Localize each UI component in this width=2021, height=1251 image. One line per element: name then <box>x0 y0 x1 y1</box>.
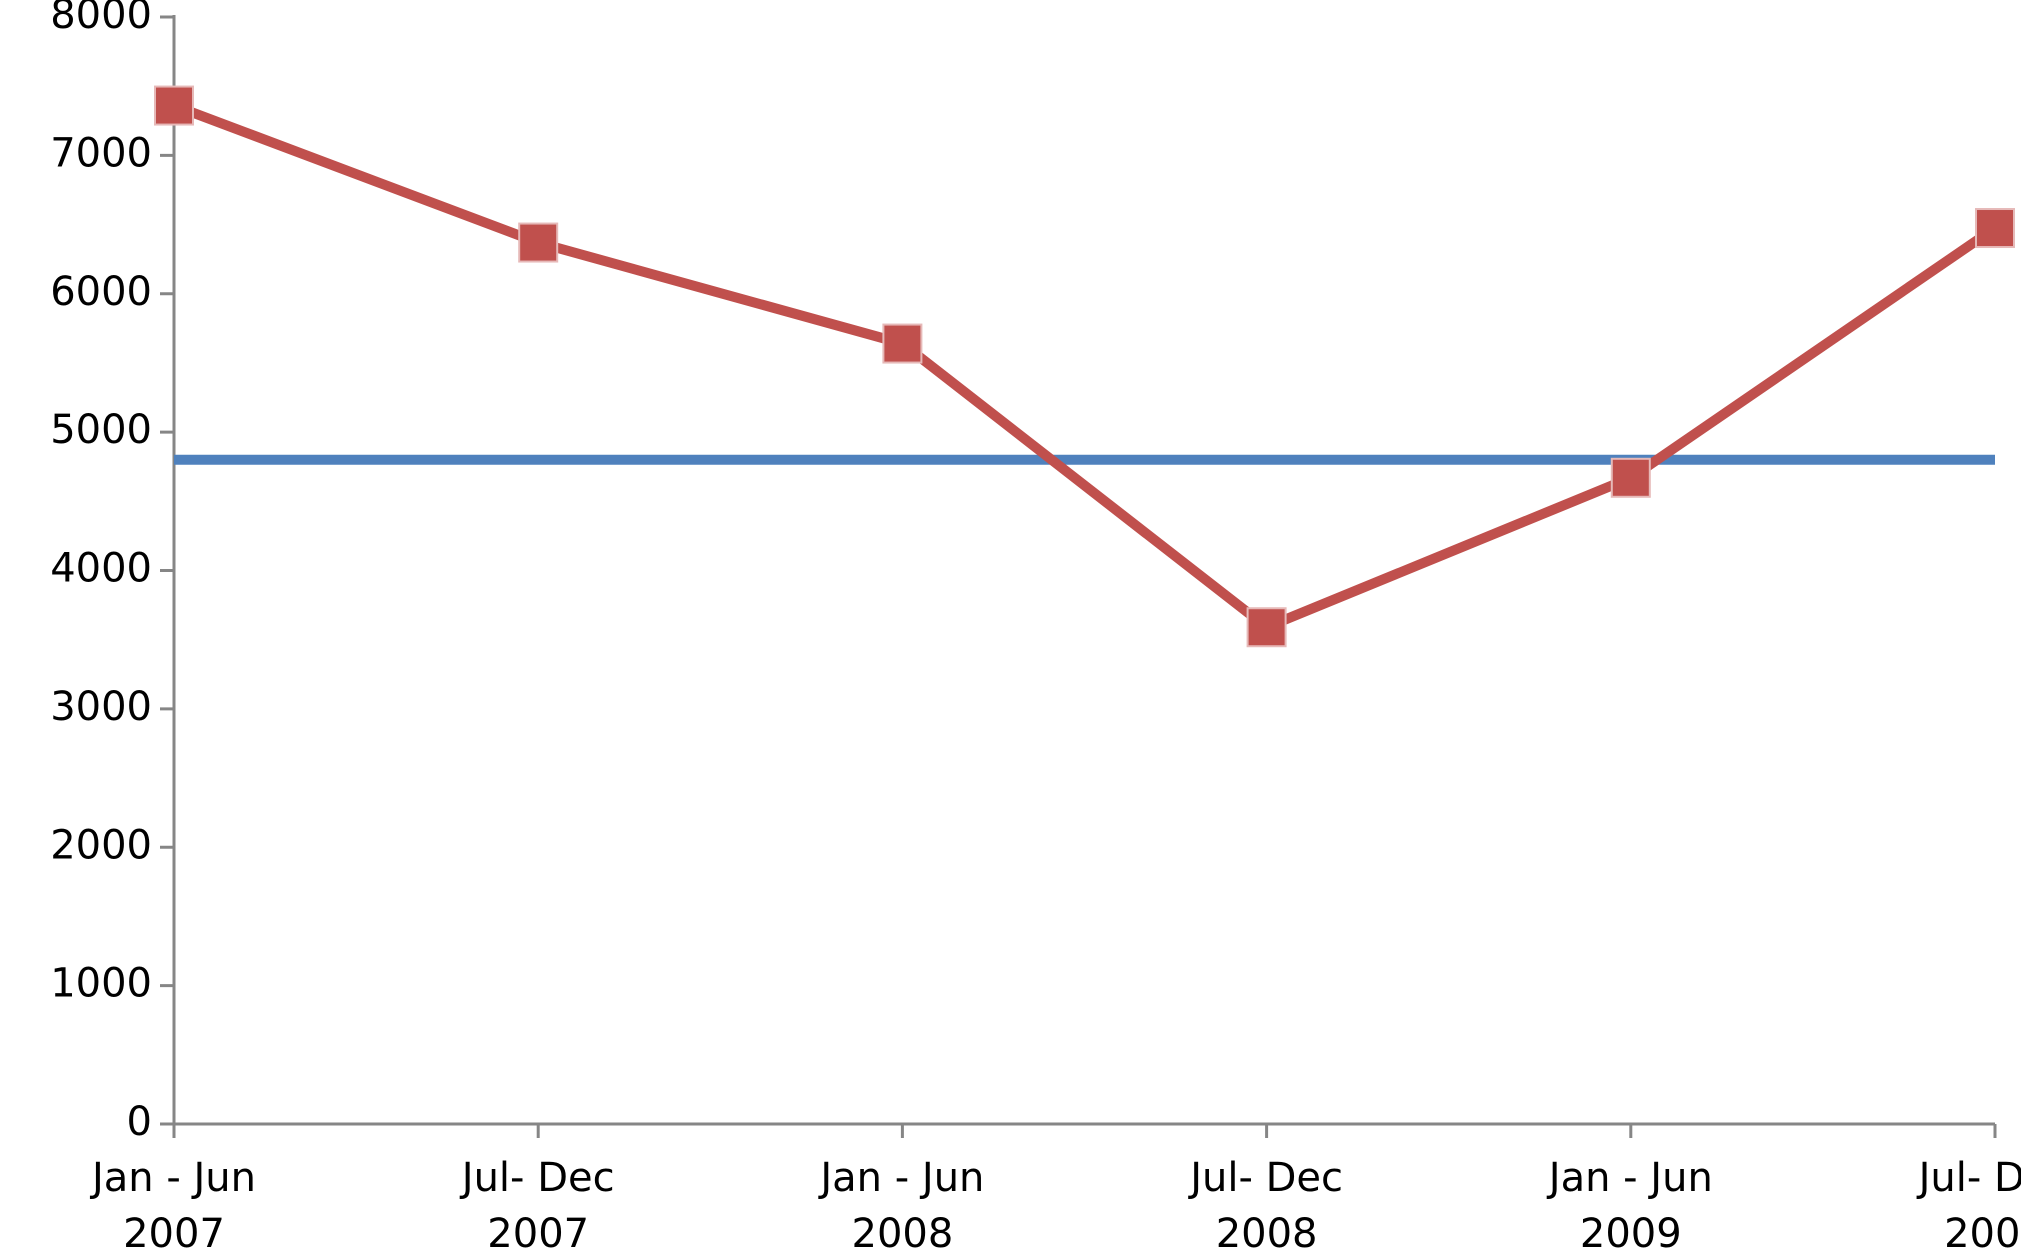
y-tick-label: 2000 <box>50 822 152 868</box>
series-line <box>172 100 1998 633</box>
y-tick-label: 0 <box>127 1099 152 1145</box>
marker <box>882 323 923 364</box>
x-tick-label: Jan - Jun 2007 <box>89 1155 256 1251</box>
y-tick-label: 4000 <box>50 546 152 592</box>
y-tick-label: 5000 <box>50 407 152 453</box>
y-tick-label: 6000 <box>50 269 152 315</box>
y-tick-label: 7000 <box>50 130 152 176</box>
y-tick-label: 1000 <box>50 961 152 1007</box>
marker <box>1975 208 2015 249</box>
marker <box>1246 607 1287 648</box>
marker <box>518 222 559 263</box>
x-tick-label: Jan - Jun 2008 <box>817 1155 984 1251</box>
x-tick-label: Jan - Jun 2009 <box>1546 1155 1713 1251</box>
x-tick-label: Jul- Dec2009 <box>1916 1155 2021 1251</box>
x-tick-label: Jul- Dec 2008 <box>1187 1155 1343 1251</box>
marker <box>154 85 194 126</box>
marker <box>1610 457 1651 498</box>
y-tick-label: 3000 <box>50 684 152 730</box>
x-tick-label: Jul- Dec 2007 <box>459 1155 615 1251</box>
y-tick-label: 8000 <box>50 0 152 38</box>
